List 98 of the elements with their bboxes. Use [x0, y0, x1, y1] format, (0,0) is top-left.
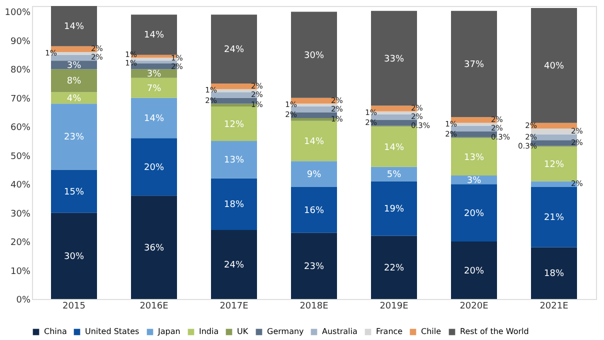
bar: [451, 242, 497, 299]
data-label: 30%: [304, 50, 324, 61]
data-label: 30%: [64, 252, 84, 262]
bar: [51, 92, 97, 104]
bar: [291, 120, 337, 162]
data-label: 24%: [224, 260, 244, 271]
bar: [451, 184, 497, 242]
legend-label: France: [376, 327, 403, 336]
y-tick-label: 30%: [10, 209, 31, 220]
bar: [131, 69, 177, 78]
legend-label: China: [44, 327, 67, 336]
bar: [371, 236, 417, 299]
y-tick-label: 50%: [10, 152, 31, 162]
bar: [291, 161, 337, 187]
data-label: 5%: [386, 170, 402, 180]
bar: [371, 126, 417, 167]
bar: [51, 212, 97, 299]
data-label: 14%: [144, 114, 164, 124]
legend-label: Germany: [267, 327, 304, 336]
y-tick-label: 20%: [10, 238, 31, 248]
y-tick-label: 0%: [16, 296, 31, 306]
data-label: 19%: [384, 204, 404, 215]
data-label: 36%: [144, 243, 164, 254]
data-label: 9%: [306, 170, 322, 180]
x-tick-label: 2021E: [540, 302, 569, 312]
data-label: 20%: [464, 208, 484, 219]
bar: [531, 186, 577, 248]
data-label: 20%: [144, 162, 164, 173]
y-tick-label: 60%: [10, 123, 31, 134]
data-label: 18%: [544, 269, 564, 280]
data-label: 12%: [224, 120, 244, 130]
bar: [531, 8, 577, 123]
x-tick-label: 2020E: [460, 302, 489, 312]
y-tick-label: 70%: [10, 94, 31, 104]
bar: [291, 186, 337, 233]
bar: [211, 178, 257, 230]
bar: [531, 247, 577, 299]
data-label: 3%: [466, 176, 482, 186]
y-tick-label: 40%: [10, 180, 31, 191]
legend-label: Japan: [157, 327, 180, 336]
x-tick-label: 2016E: [140, 302, 169, 312]
data-label: 7%: [146, 84, 162, 94]
bar: [371, 10, 417, 106]
data-label: 13%: [224, 156, 244, 166]
data-label: 15%: [64, 187, 84, 198]
legend-label: Australia: [322, 327, 358, 336]
bar: [51, 6, 97, 46]
legend-label: India: [199, 327, 219, 336]
y-tick-label: 90%: [10, 36, 31, 47]
y-tick-label: 80%: [10, 66, 31, 76]
bar: [291, 232, 337, 299]
data-label: 23%: [64, 132, 84, 143]
legend-label: United States: [85, 327, 140, 336]
bar: [211, 141, 257, 178]
data-label: 21%: [544, 213, 564, 224]
data-label: 14%: [304, 137, 324, 148]
data-label: 24%: [224, 45, 244, 56]
bar: [131, 138, 177, 196]
bar: [211, 230, 257, 299]
data-label: 14%: [64, 22, 84, 32]
y-tick-label: 100%: [4, 8, 31, 18]
data-label: 40%: [544, 61, 564, 72]
legend-label: UK: [237, 327, 249, 336]
data-label: 13%: [464, 152, 484, 163]
data-label: 3%: [146, 70, 162, 80]
data-label: 16%: [304, 206, 324, 216]
bar: [131, 196, 177, 299]
data-label: 18%: [224, 200, 244, 210]
data-label: 37%: [464, 60, 484, 70]
data-label: 8%: [66, 76, 82, 87]
data-label: 20%: [464, 266, 484, 276]
x-tick-label: 2015: [62, 302, 86, 312]
data-label: 14%: [144, 30, 164, 41]
y-tick-label: 10%: [10, 266, 31, 277]
bar: [451, 10, 497, 118]
legend-label: Rest of the World: [460, 327, 529, 336]
x-tick-label: 2018E: [300, 302, 329, 312]
bar: [211, 106, 257, 142]
bar: [51, 69, 97, 92]
data-label: 3%: [66, 60, 82, 71]
legend-label: Chile: [421, 327, 442, 336]
x-tick-label: 2019E: [380, 302, 409, 312]
bar: [291, 12, 337, 98]
data-label: 14%: [384, 142, 404, 153]
data-label: 23%: [304, 262, 324, 272]
bar: [131, 78, 177, 98]
bar: [51, 104, 97, 170]
bar: [371, 181, 417, 236]
bar: [451, 138, 497, 176]
bar: [211, 14, 257, 84]
bar: [371, 166, 417, 182]
data-label: 22%: [384, 263, 404, 274]
data-label: 33%: [384, 54, 404, 64]
x-tick-label: 2017E: [220, 302, 249, 312]
bar: [131, 98, 177, 138]
data-label: 4%: [66, 94, 82, 104]
data-label: 12%: [544, 160, 564, 170]
bar: [51, 170, 97, 213]
